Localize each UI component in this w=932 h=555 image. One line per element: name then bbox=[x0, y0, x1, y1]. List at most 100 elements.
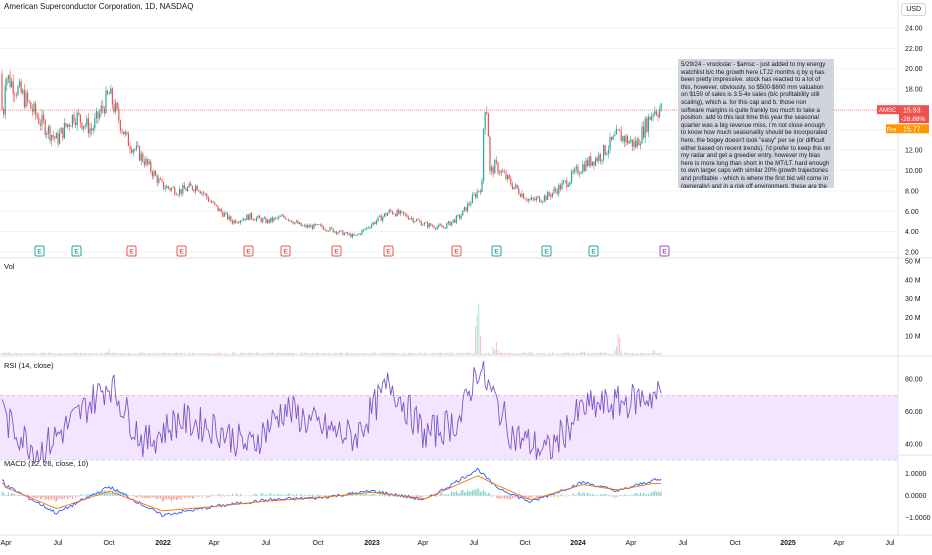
volume-bar bbox=[598, 352, 599, 355]
volume-bar bbox=[176, 353, 177, 355]
candle-body bbox=[337, 232, 338, 233]
volume-label: Vol bbox=[4, 262, 15, 271]
candle-body bbox=[11, 81, 12, 87]
macd-histogram-bar bbox=[310, 495, 311, 496]
x-tick-label: Apr bbox=[209, 540, 221, 547]
volume-bar bbox=[538, 353, 539, 355]
volume-bar bbox=[211, 354, 212, 355]
volume-bar bbox=[29, 353, 30, 355]
candle-body bbox=[608, 150, 609, 154]
macd-histogram-bar bbox=[594, 495, 595, 496]
candle-body bbox=[446, 223, 447, 228]
candle-body bbox=[518, 189, 519, 194]
macd-histogram-bar bbox=[69, 496, 70, 499]
macd-histogram-bar bbox=[131, 495, 132, 496]
candle-body bbox=[353, 234, 354, 236]
volume-bar bbox=[277, 353, 278, 355]
volume-bar bbox=[560, 354, 561, 355]
volume-bar bbox=[414, 353, 415, 355]
macd-histogram-bar bbox=[59, 496, 60, 499]
volume-bar bbox=[82, 354, 83, 355]
candle-body bbox=[222, 212, 223, 217]
candle-body bbox=[646, 118, 647, 131]
candle-body bbox=[376, 221, 377, 224]
candle-body bbox=[385, 213, 386, 215]
candle-body bbox=[542, 201, 543, 202]
volume-bar bbox=[443, 353, 444, 355]
volume-bar bbox=[187, 354, 188, 355]
volume-bar bbox=[618, 334, 619, 355]
candle-body bbox=[9, 75, 10, 87]
volume-bar bbox=[38, 354, 39, 355]
volume-bar bbox=[3, 352, 4, 355]
candle-body bbox=[8, 75, 9, 79]
macd-histogram-bar bbox=[581, 494, 582, 495]
volume-bar bbox=[595, 353, 596, 355]
volume-bar bbox=[301, 353, 302, 355]
pre-price-tag: 15.77 bbox=[903, 126, 921, 133]
macd-histogram-bar bbox=[643, 493, 644, 496]
volume-bar bbox=[104, 353, 105, 355]
volume-bar bbox=[141, 353, 142, 355]
candle-body bbox=[179, 189, 180, 194]
macd-histogram-bar bbox=[258, 496, 259, 497]
volume-bar bbox=[630, 354, 631, 355]
candle-body bbox=[265, 218, 266, 223]
candle-body bbox=[297, 221, 298, 224]
volume-bar bbox=[214, 353, 215, 355]
volume-bar bbox=[546, 354, 547, 355]
volume-bar bbox=[267, 353, 268, 355]
candle-body bbox=[128, 134, 129, 147]
volume-tick-label: 20 M bbox=[905, 315, 921, 322]
macd-histogram-bar bbox=[288, 493, 289, 495]
volume-bar bbox=[446, 352, 447, 355]
currency-button[interactable]: USD bbox=[901, 3, 926, 16]
volume-bar bbox=[294, 354, 295, 355]
volume-bar bbox=[472, 354, 473, 355]
volume-bar bbox=[106, 352, 107, 355]
price-tick-label: 6.00 bbox=[905, 209, 919, 216]
macd-histogram-bar bbox=[246, 496, 247, 497]
macd-histogram-bar bbox=[46, 496, 47, 500]
macd-histogram-bar bbox=[411, 496, 412, 497]
candle-body bbox=[281, 215, 282, 216]
volume-bar bbox=[230, 354, 231, 355]
volume-bar bbox=[461, 353, 462, 355]
volume-bar bbox=[242, 353, 243, 355]
volume-bar bbox=[194, 353, 195, 355]
candle-body bbox=[365, 229, 366, 230]
candle-body bbox=[200, 191, 201, 193]
volume-bar bbox=[125, 353, 126, 355]
candle-body bbox=[112, 88, 113, 104]
candle-body bbox=[169, 188, 170, 190]
candle-body bbox=[49, 126, 50, 140]
volume-bar bbox=[99, 354, 100, 355]
macd-histogram-bar bbox=[144, 496, 145, 498]
price-tick-label: 8.00 bbox=[905, 188, 919, 195]
candle-body bbox=[256, 218, 257, 221]
candle-body bbox=[243, 219, 244, 220]
macd-histogram-bar bbox=[618, 496, 619, 498]
volume-bar bbox=[293, 353, 294, 355]
volume-bar bbox=[469, 353, 470, 355]
candle-body bbox=[357, 235, 358, 236]
candle-body bbox=[635, 141, 636, 147]
macd-histogram-bar bbox=[142, 496, 143, 498]
volume-bar bbox=[499, 353, 500, 355]
volume-bar bbox=[486, 353, 487, 355]
candle-body bbox=[416, 219, 417, 221]
x-tick-label: 2023 bbox=[364, 540, 380, 547]
volume-bar bbox=[256, 352, 257, 355]
macd-histogram-bar bbox=[82, 494, 83, 496]
macd-histogram-bar bbox=[294, 496, 295, 497]
candle-body bbox=[134, 149, 135, 150]
macd-histogram-bar bbox=[661, 491, 662, 496]
macd-histogram-bar bbox=[629, 496, 630, 497]
macd-histogram-bar bbox=[366, 493, 367, 496]
volume-bar bbox=[94, 354, 95, 355]
candle-body bbox=[533, 198, 534, 199]
candle-body bbox=[344, 233, 345, 235]
volume-bar bbox=[259, 353, 260, 355]
candle-body bbox=[425, 222, 426, 223]
